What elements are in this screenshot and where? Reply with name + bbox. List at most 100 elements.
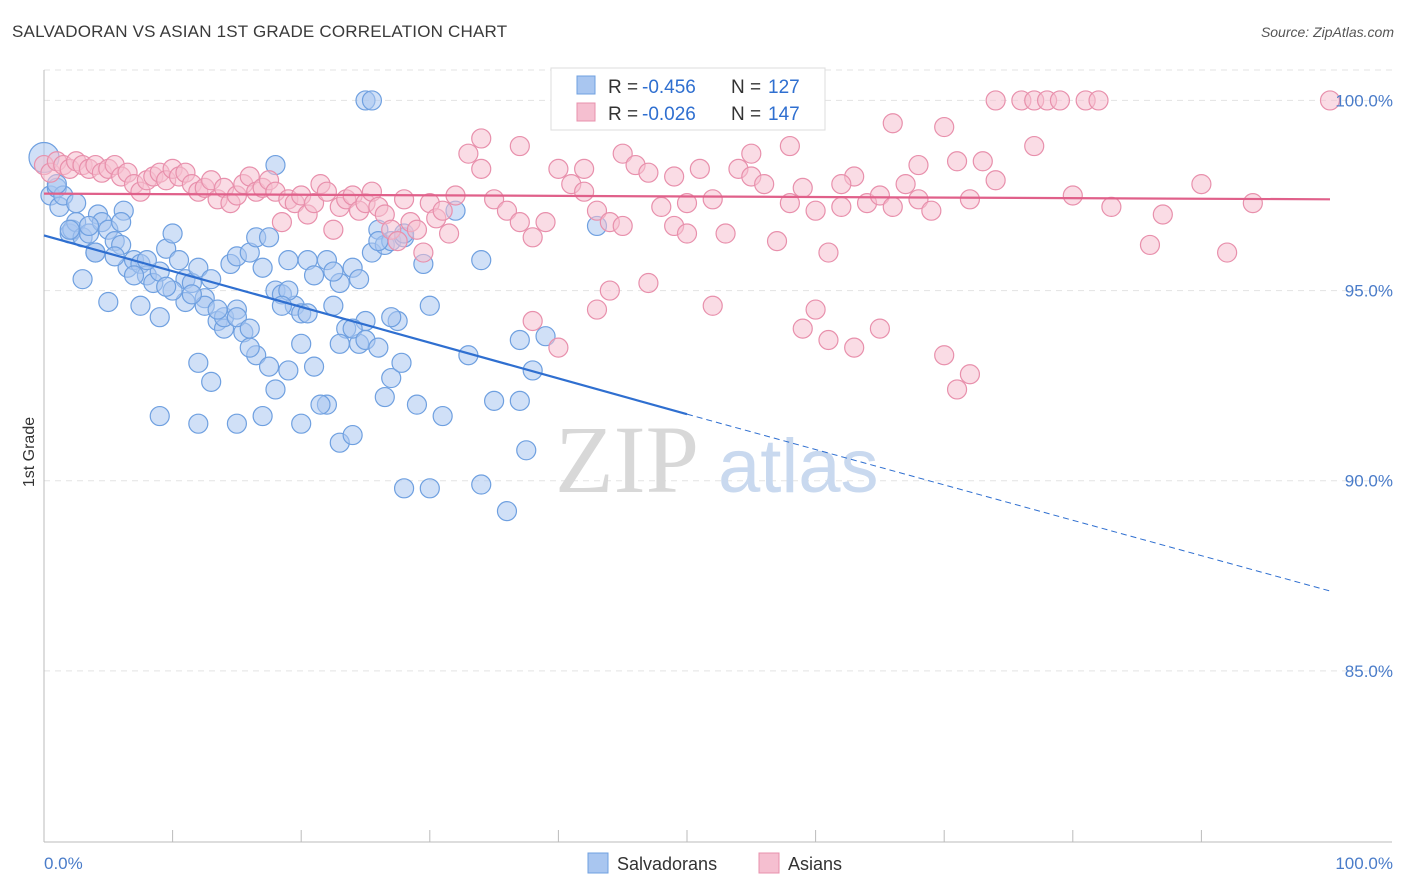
asian-point: [818, 329, 839, 351]
salvadoran-point: [181, 284, 202, 305]
salvadoran-point: [419, 478, 440, 499]
salvadoran-point: [419, 295, 440, 316]
asian-point: [522, 227, 543, 248]
salvadoran-point: [207, 299, 228, 320]
asian-point: [792, 318, 813, 339]
asian-point: [586, 200, 608, 221]
salvadoran-point: [104, 246, 125, 267]
bottom-legend-label: Asians: [788, 854, 842, 874]
watermark: ZIP atlas: [555, 406, 879, 513]
salvadoran-point: [368, 337, 389, 358]
salvadoran-point: [278, 360, 299, 381]
asian-point: [303, 193, 325, 214]
trend-lines: [43, 192, 1331, 592]
asian-point: [612, 143, 633, 164]
asian-point: [638, 272, 659, 294]
asian-point: [792, 177, 813, 198]
chart-title: SALVADORAN VS ASIAN 1ST GRADE CORRELATIO…: [12, 22, 508, 41]
salvadoran-point: [162, 223, 183, 244]
salvadoran-point: [291, 413, 312, 434]
asian-point: [831, 196, 852, 218]
legend-n-label: N =: [731, 77, 761, 98]
asian-point: [664, 166, 685, 187]
salvadoran-point: [361, 90, 383, 111]
asian-point: [509, 212, 530, 233]
salvadoran-point: [342, 318, 363, 339]
asian-point: [985, 170, 1006, 191]
asian-point: [805, 299, 826, 320]
legend-swatch: [576, 75, 596, 95]
asian-point: [471, 158, 492, 179]
asian-point: [702, 189, 723, 210]
y-tick-label: 95.0%: [1345, 282, 1393, 301]
asian-point: [638, 162, 659, 183]
asian-point: [908, 154, 929, 176]
salvadoran-point: [323, 261, 344, 282]
asian-point: [1101, 196, 1122, 218]
asian-point: [934, 345, 955, 366]
salvadoran-point: [265, 379, 286, 400]
tick-labels: 85.0% 90.0% 95.0% 100.0% 0.0% 100.0%: [44, 91, 1393, 873]
asian-point: [908, 189, 929, 210]
salvadoran-point: [484, 390, 505, 411]
asian-point: [1217, 242, 1238, 263]
legend-n-value: 147: [768, 104, 800, 125]
salvadoran-point: [66, 193, 87, 214]
asian-point: [882, 113, 903, 134]
asian-point: [715, 223, 736, 244]
salvadoran-point: [393, 478, 415, 499]
salvadoran-point: [252, 257, 273, 278]
salvadoran-point: [381, 307, 402, 328]
y-axis-label: 1st Grade: [21, 417, 38, 487]
asian-point: [844, 337, 865, 358]
y-tick-label: 85.0%: [1345, 662, 1393, 681]
asian-point: [271, 212, 293, 233]
asian-point: [779, 135, 800, 157]
asian-point: [1152, 204, 1173, 225]
legend-r-value: -0.456: [642, 77, 696, 98]
asian-point: [1049, 90, 1071, 111]
asian-point: [432, 200, 453, 221]
legend-r-value: -0.026: [642, 104, 696, 125]
legend-r-label: R =: [608, 104, 638, 125]
salvadoran-point: [303, 265, 325, 286]
asian-point: [496, 200, 518, 221]
salvadoran-point: [310, 394, 331, 415]
salvadoran-point: [348, 269, 370, 290]
salvadoran-point: [239, 337, 260, 358]
asian-point: [741, 143, 762, 164]
salvadoran-point: [201, 371, 222, 392]
salvadoran-point: [168, 250, 190, 271]
salvadoran-point: [297, 303, 318, 324]
asian-point: [934, 116, 955, 138]
asian-point: [1139, 234, 1161, 256]
asian-point: [869, 318, 891, 339]
asian-point: [1062, 185, 1083, 206]
asian-point: [818, 242, 839, 263]
asian-point: [438, 223, 460, 244]
legend-bottom: Salvadorans Asians: [587, 852, 842, 874]
salvadoran-point: [98, 291, 119, 313]
salvadoran-point: [471, 250, 492, 271]
asian-point: [946, 151, 968, 172]
asian-point: [921, 200, 942, 221]
legend-n-value: 127: [768, 77, 800, 98]
salvadoran-point: [509, 390, 530, 411]
salvadoran-point: [188, 352, 209, 373]
asian-point: [458, 143, 479, 164]
asian-point: [406, 219, 428, 240]
salvadoran-point: [535, 326, 556, 347]
salvadoran-point: [323, 295, 344, 316]
salvadoran-point: [291, 333, 312, 354]
watermark-atlas: atlas: [718, 424, 879, 509]
asian-point: [574, 181, 595, 202]
x-tick-label: 0.0%: [44, 854, 83, 873]
asian-point: [586, 299, 608, 320]
asian-point: [471, 128, 492, 149]
asian-point: [1242, 193, 1263, 214]
salvadoran-point: [496, 501, 518, 522]
asian-point: [1319, 90, 1341, 111]
asian-point: [985, 90, 1006, 111]
salvadoran-point: [381, 367, 402, 389]
